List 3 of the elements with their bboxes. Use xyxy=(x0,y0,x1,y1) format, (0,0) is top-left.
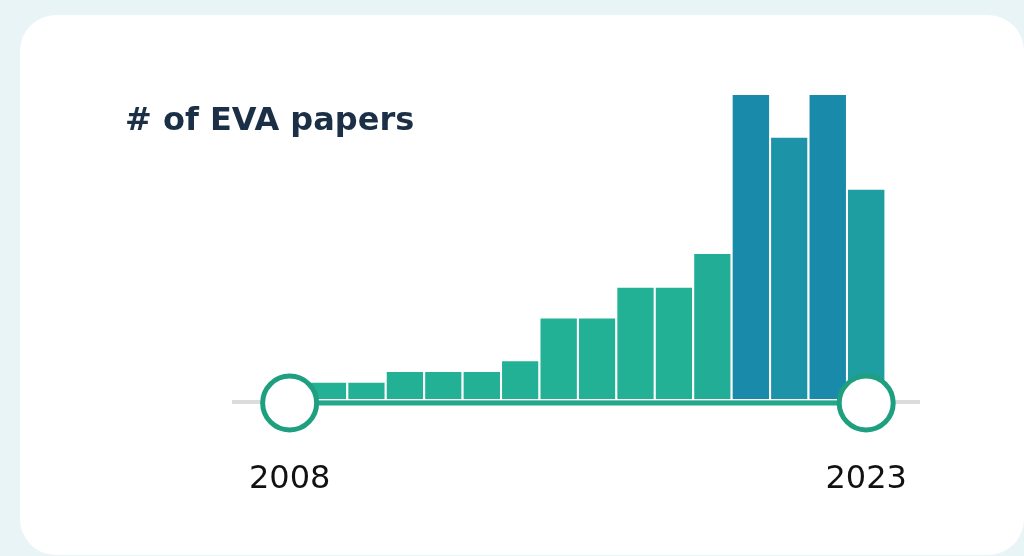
x-tick-label: 2023 xyxy=(825,458,907,497)
x-tick-label: 2008 xyxy=(248,458,331,497)
chart-title: # of EVA papers xyxy=(125,100,415,139)
